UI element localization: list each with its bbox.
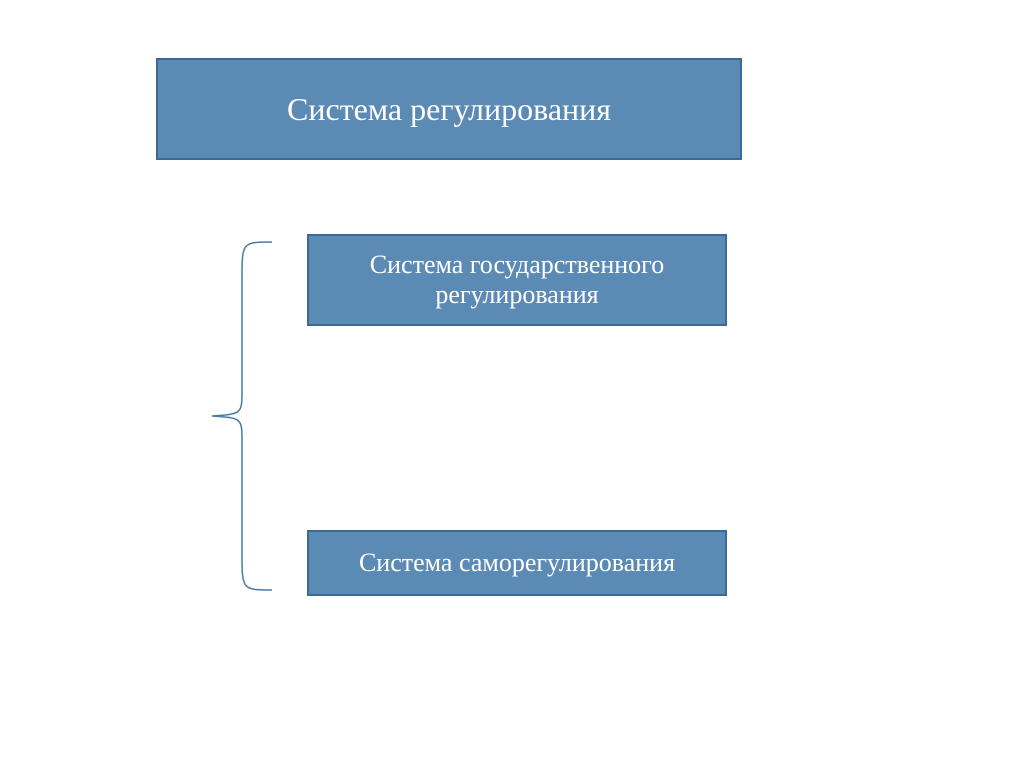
child-box-self: Система саморегулирования: [307, 530, 727, 596]
title-text: Система регулирования: [287, 91, 611, 128]
brace-connector: [184, 240, 274, 592]
title-box: Система регулирования: [156, 58, 742, 160]
child-text-self: Система саморегулирования: [359, 548, 675, 578]
brace-path: [212, 242, 272, 590]
child-text-government: Система государственного регулирования: [309, 250, 725, 310]
child-box-government: Система государственного регулирования: [307, 234, 727, 326]
